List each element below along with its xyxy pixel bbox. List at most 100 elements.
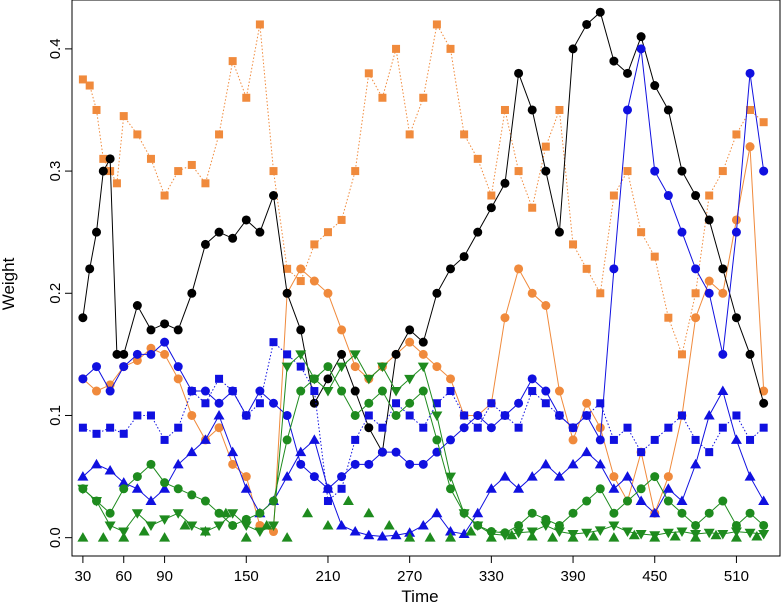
data-point	[499, 471, 511, 481]
data-point	[228, 386, 238, 396]
data-point	[351, 167, 360, 176]
data-point	[568, 423, 578, 433]
data-point	[609, 508, 619, 518]
data-point	[363, 507, 375, 518]
data-point	[349, 526, 361, 536]
data-point	[690, 532, 702, 542]
data-point	[759, 398, 769, 408]
data-point	[691, 520, 701, 530]
data-point	[745, 508, 755, 518]
y-tick-label: 0.2	[47, 283, 64, 304]
data-point	[581, 446, 593, 457]
data-point	[609, 264, 619, 274]
data-point	[228, 459, 238, 469]
data-point	[514, 398, 524, 408]
data-point	[296, 459, 306, 469]
data-point	[227, 509, 239, 519]
data-point	[78, 423, 87, 432]
data-point	[350, 386, 360, 396]
data-point	[269, 398, 279, 408]
data-point	[568, 508, 578, 518]
data-point	[241, 215, 251, 225]
data-point	[731, 215, 741, 225]
data-point	[758, 530, 770, 540]
data-point	[432, 288, 442, 298]
data-point	[145, 495, 157, 506]
x-tick-label: 30	[75, 568, 92, 585]
data-point	[119, 429, 128, 438]
data-point	[622, 471, 634, 481]
series-line	[82, 353, 764, 536]
data-point	[513, 528, 525, 539]
x-tick-label: 150	[234, 568, 259, 585]
data-point	[376, 362, 388, 373]
data-point	[187, 160, 196, 169]
x-tick-label: 270	[397, 568, 422, 585]
data-point	[609, 435, 618, 444]
data-point	[710, 529, 722, 540]
data-point	[282, 435, 292, 445]
data-point	[350, 362, 360, 372]
data-point	[473, 423, 482, 432]
data-point	[650, 435, 659, 444]
data-point	[105, 508, 115, 518]
data-point	[540, 458, 552, 469]
data-point	[105, 154, 115, 164]
data-point	[718, 167, 727, 176]
data-point	[446, 484, 456, 494]
data-point	[569, 240, 578, 249]
data-point	[228, 57, 237, 66]
data-point	[732, 130, 741, 139]
data-point	[417, 362, 429, 373]
data-point	[703, 409, 715, 420]
data-point	[199, 526, 211, 536]
data-point	[506, 529, 518, 540]
data-point	[704, 276, 714, 286]
data-point	[690, 458, 702, 469]
data-point	[691, 289, 700, 298]
data-point	[608, 532, 620, 542]
data-point	[391, 349, 401, 359]
x-tick-label: 330	[479, 568, 504, 585]
data-point	[200, 239, 210, 249]
y-axis-title: Weight	[0, 257, 18, 310]
data-point	[215, 374, 224, 383]
data-point	[200, 386, 210, 396]
data-point	[160, 319, 170, 329]
data-point	[596, 399, 605, 408]
series-line	[82, 48, 765, 490]
data-point	[527, 508, 537, 518]
data-point	[309, 472, 319, 482]
data-point	[133, 130, 142, 139]
axis-layer: 30 60 90 150 210 270 330 390 450 510 0.0 0.1 0.2 0.3 0…	[47, 38, 749, 585]
data-point	[160, 435, 169, 444]
data-point	[704, 508, 714, 518]
data-point	[296, 325, 306, 335]
data-point	[527, 288, 537, 298]
data-point	[424, 532, 436, 542]
data-point	[677, 508, 687, 518]
data-point	[431, 507, 443, 518]
data-point	[636, 44, 646, 54]
data-point	[676, 495, 688, 506]
data-point	[746, 435, 755, 444]
data-point	[310, 387, 319, 396]
data-point	[718, 496, 728, 506]
data-point	[378, 93, 387, 102]
data-point	[308, 434, 320, 444]
data-point	[419, 93, 428, 102]
data-point	[528, 203, 537, 212]
data-point	[609, 191, 618, 200]
data-point	[228, 233, 238, 243]
data-point	[377, 447, 387, 457]
data-point	[295, 350, 307, 360]
data-point	[240, 532, 252, 542]
data-point	[296, 277, 305, 286]
data-point	[131, 483, 143, 493]
data-point	[609, 56, 619, 66]
data-point	[337, 215, 346, 224]
data-point	[364, 423, 374, 433]
data-point	[582, 19, 592, 29]
data-point	[637, 228, 646, 237]
data-point	[391, 447, 401, 457]
